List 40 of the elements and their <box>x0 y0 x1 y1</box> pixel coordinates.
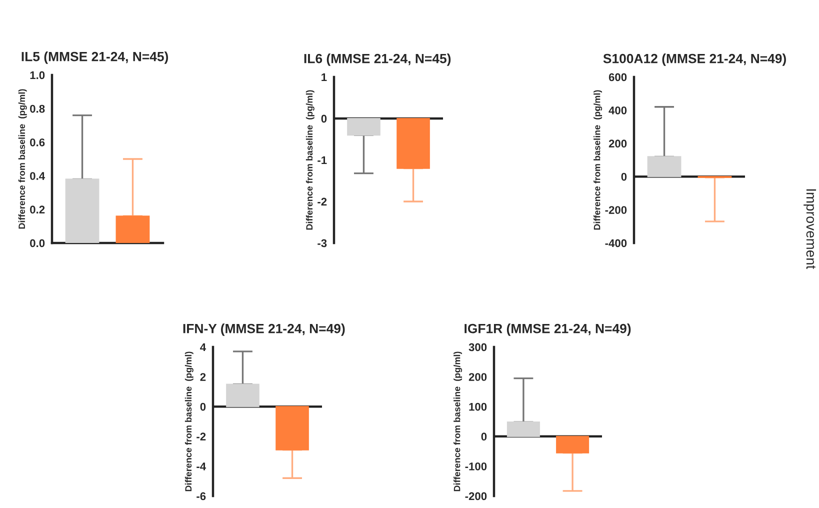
y-tick-label: 0.6 <box>30 138 45 146</box>
y-tick-label: -6 <box>196 492 206 500</box>
y-tick-label: -4 <box>196 462 206 470</box>
chart-title: IL6 (MMSE 21-24, N=45) <box>304 54 451 66</box>
y-tick-label: -3 <box>318 239 327 248</box>
y-axis-title: Difference from baseline (pg/ml) <box>18 89 27 229</box>
y-tick-label: 0.2 <box>30 206 45 214</box>
chart-title: IFN-Y (MMSE 21-24, N=49) <box>183 324 345 336</box>
y-tick-label: 0.4 <box>30 172 45 180</box>
y-tick-label: 0.8 <box>30 104 45 113</box>
text: Improvement <box>804 189 816 270</box>
chart-title: IL5 (MMSE 21-24, N=45) <box>22 52 168 64</box>
y-tick-label: 400 <box>608 106 627 114</box>
y-axis-title: Difference from baseline (pg/ml) <box>306 90 314 230</box>
y-tick-label: -200 <box>465 492 487 500</box>
y-axis-title: Difference from baseline (pg/ml) <box>594 90 602 230</box>
chart-title: IGF1R (MMSE 21-24, N=49) <box>464 324 631 336</box>
y-tick-label: 2 <box>200 373 206 381</box>
y-tick-label: -100 <box>465 462 487 470</box>
y-tick-label: -400 <box>605 239 627 248</box>
y-tick-label: 0 <box>621 172 627 181</box>
text: 0.0 <box>30 239 45 248</box>
y-tick-label: 0 <box>481 432 487 441</box>
y-axis-title: Difference from baseline (pg/ml) <box>184 352 194 492</box>
y-axis-title: Difference from baseline (pg/ml) <box>454 352 462 492</box>
y-tick-label: 1 <box>322 73 327 82</box>
chart-title: S100A12 (MMSE 21-24, N=49) <box>603 54 786 66</box>
y-tick-label: 100 <box>469 402 487 411</box>
y-tick-label: 0 <box>321 114 327 123</box>
y-tick-label: 200 <box>468 373 487 381</box>
y-tick-label: 300 <box>468 343 487 352</box>
y-tick-label: -200 <box>605 206 627 214</box>
y-tick-label: -1 <box>318 156 327 164</box>
text: 1.0 <box>30 71 45 80</box>
y-tick-label: 0 <box>200 402 206 411</box>
y-tick-label: 600 <box>608 73 627 82</box>
y-tick-label: -2 <box>318 198 327 206</box>
y-tick-label: -2 <box>196 432 206 440</box>
y-tick-label: 4 <box>200 343 206 352</box>
y-tick-label: 200 <box>608 140 627 148</box>
